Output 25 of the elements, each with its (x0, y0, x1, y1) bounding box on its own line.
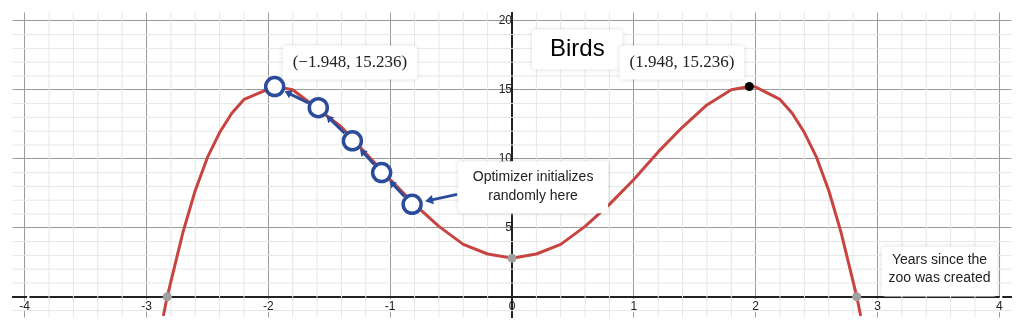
point (744, 82, 754, 92)
point (162, 292, 172, 302)
point (263, 75, 286, 98)
point (341, 130, 364, 152)
point (307, 96, 330, 119)
x-tick-label: -3 (141, 299, 153, 314)
annotation: (−1.948, 15.236) (292, 52, 408, 71)
y-tick-label: 15 (498, 82, 513, 97)
y-tick-label: 10 (498, 151, 513, 166)
x-tick-label: -1 (384, 299, 396, 314)
y-tick-label: 20 (498, 13, 513, 28)
annotation: Optimizer initializes randomly here (472, 168, 594, 204)
point (852, 292, 862, 302)
x-tick-label: -2 (263, 299, 274, 314)
point (401, 193, 423, 216)
point (507, 253, 517, 263)
x-axis-title: Years since the zoo was created (888, 251, 991, 286)
x-tick-label: 2 (752, 299, 760, 314)
x-tick-label: -4 (19, 299, 31, 314)
text: Birds (550, 34, 605, 62)
annotation: (1.948, 15.236) (629, 52, 735, 71)
point (370, 161, 393, 184)
y-tick-label: 5 (505, 220, 513, 235)
x-tick-label: 3 (874, 299, 882, 314)
x-tick-label: 4 (995, 299, 1003, 314)
